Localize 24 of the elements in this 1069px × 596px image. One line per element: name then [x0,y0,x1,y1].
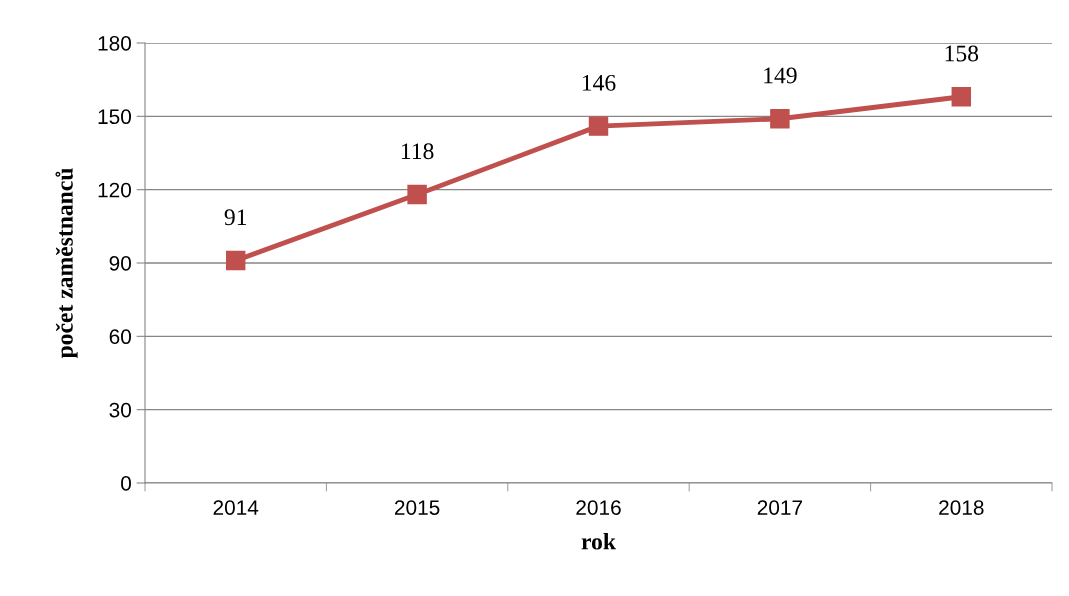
x-axis-title: rok [581,532,616,550]
y-tick-label: 180 [98,36,131,51]
x-tick-label: 2018 [939,500,984,515]
y-tick-label: 60 [109,329,131,345]
y-tick-label: 30 [109,402,131,418]
y-tick-label: 120 [98,182,131,198]
y-tick-label: 90 [109,256,131,271]
y-axis-title: počet zaměstnanců [55,168,78,359]
x-tick-label: 2017 [757,500,803,515]
data-label: 118 [401,143,434,160]
data-label: 149 [764,67,797,84]
x-tick-label: 2014 [213,500,259,515]
y-tick-label: 0 [121,476,131,491]
point [951,87,972,107]
y-tick-label: 150 [98,109,131,125]
data-label: 158 [945,45,979,62]
data-label: 146 [582,74,616,91]
data-label: 91 [224,209,247,226]
point [225,250,246,271]
x-tick-label: 2015 [394,500,440,515]
point [770,109,790,129]
point [407,184,427,205]
x-tick-label: 2016 [576,500,621,515]
point [588,116,609,136]
